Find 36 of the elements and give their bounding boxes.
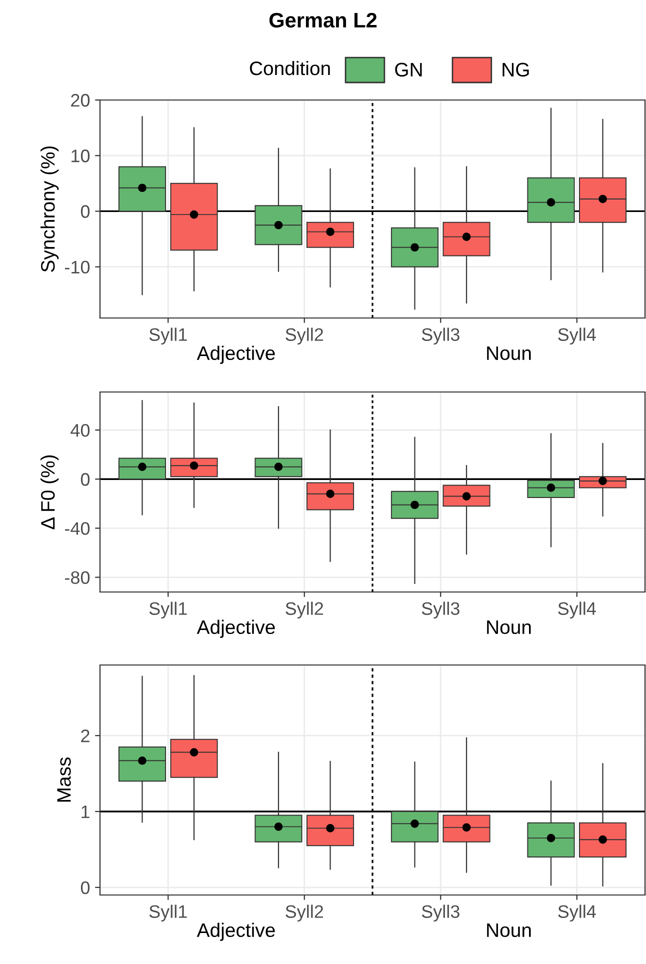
y-tick-label: 20 <box>71 94 90 107</box>
text: Adjective <box>196 346 275 364</box>
x-tick-label: Syll1 <box>149 602 187 619</box>
y-tick-label: -80 <box>64 571 90 584</box>
y-tick-label: 0 <box>80 473 90 486</box>
text: Adjective <box>196 620 275 638</box>
text: Noun <box>487 620 531 634</box>
y-tick-label: 0 <box>80 881 90 894</box>
x-tick-label: Syll2 <box>286 602 324 619</box>
y-axis-title: Mass <box>57 757 71 802</box>
legend-title: Condition <box>250 60 330 76</box>
y-axis-title: Synchrony (%) <box>40 146 59 272</box>
y-tick-label: -10 <box>64 260 90 274</box>
y-tick-label: 40 <box>70 424 90 437</box>
x-tick-label: Syll4 <box>558 328 596 345</box>
x-tick-label: Syll4 <box>558 602 596 619</box>
x-tick-label: Syll3 <box>422 602 460 619</box>
x-tick-label: Syll1 <box>149 328 187 345</box>
text: Noun <box>487 346 531 360</box>
x-tick-label: Syll2 <box>286 904 324 922</box>
legend-label: GN <box>395 62 422 77</box>
y-tick-label: 10 <box>72 150 90 162</box>
y-tick-label: 2 <box>81 730 90 742</box>
legend-label: NG <box>502 62 529 77</box>
x-tick-label: Syll4 <box>558 904 596 922</box>
x-tick-label: Syll3 <box>422 328 460 345</box>
x-tick-label: Syll3 <box>422 904 460 922</box>
x-tick-label: Syll2 <box>286 328 324 345</box>
y-tick-label: -40 <box>64 522 90 535</box>
y-axis-title: Δ F0 (%) <box>40 455 59 530</box>
y-tick-label: 1 <box>82 806 90 818</box>
y-tick-label: 0 <box>80 205 90 218</box>
chart-title: German L2 <box>269 12 377 28</box>
x-tick-label: Syll1 <box>149 904 187 922</box>
text: Adjective <box>196 922 275 941</box>
text: Noun <box>487 923 531 938</box>
